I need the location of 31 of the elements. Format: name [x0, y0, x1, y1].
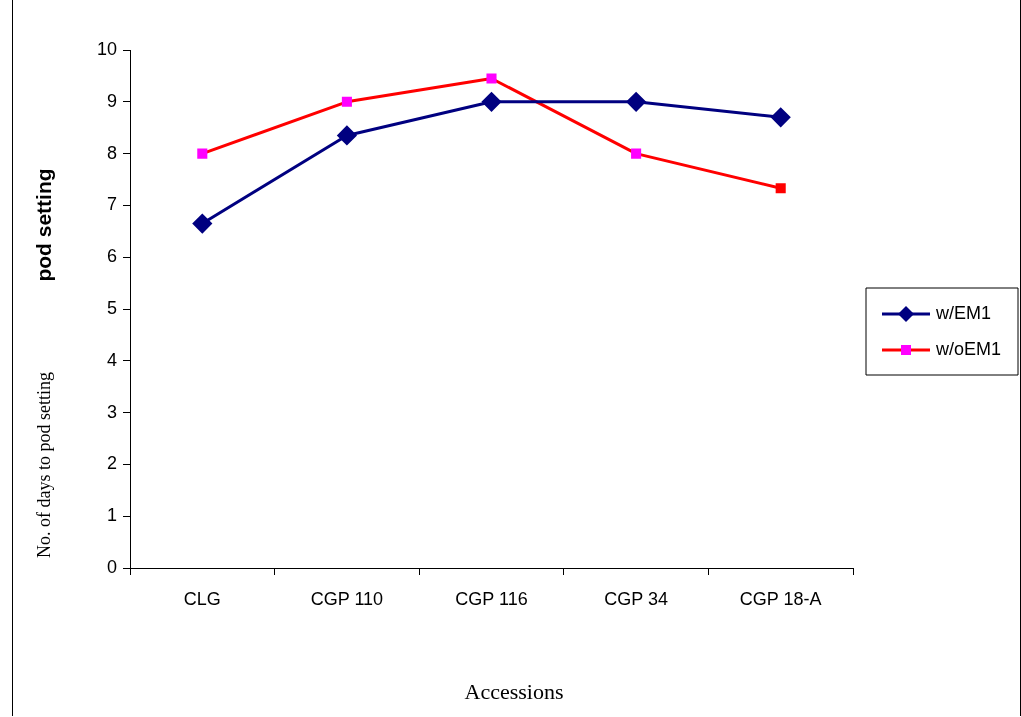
y-tick-label: 3 [106, 401, 117, 422]
point [197, 148, 208, 159]
point [775, 183, 786, 194]
point [486, 73, 497, 84]
point [482, 92, 501, 112]
x-tick-label: CGP 110 [310, 588, 384, 609]
legend-label: w/oEM1 [935, 338, 1002, 359]
x-tick-label: CGP 18-A [739, 588, 822, 609]
legend-label: w/EM1 [935, 302, 992, 323]
point [631, 148, 642, 159]
y-tick-label: 6 [106, 246, 117, 267]
y-tick-label: 1 [106, 505, 117, 526]
y-tick-label: 9 [106, 90, 117, 111]
point [337, 125, 357, 145]
point [771, 107, 791, 127]
x-tick-label: CGP 34 [604, 588, 668, 609]
y-tick-label: 7 [106, 194, 117, 215]
x-tick-label: CGP 116 [455, 588, 528, 609]
y-tick-label: 4 [106, 349, 117, 370]
y-tick-label: 2 [106, 453, 117, 474]
x-axis-title: Accessions [464, 678, 564, 704]
text: No. of days to pod setting [33, 372, 54, 558]
point [626, 92, 646, 112]
y-axis-title: pod setting [31, 168, 55, 282]
point [341, 96, 352, 107]
y-tick-label: 0 [106, 556, 117, 577]
y-tick-label: 5 [106, 297, 117, 318]
x-tick-label: CLG [183, 588, 221, 609]
y-tick-label: 10 [96, 38, 117, 59]
y-tick-label: 8 [106, 142, 117, 163]
point [192, 214, 212, 234]
